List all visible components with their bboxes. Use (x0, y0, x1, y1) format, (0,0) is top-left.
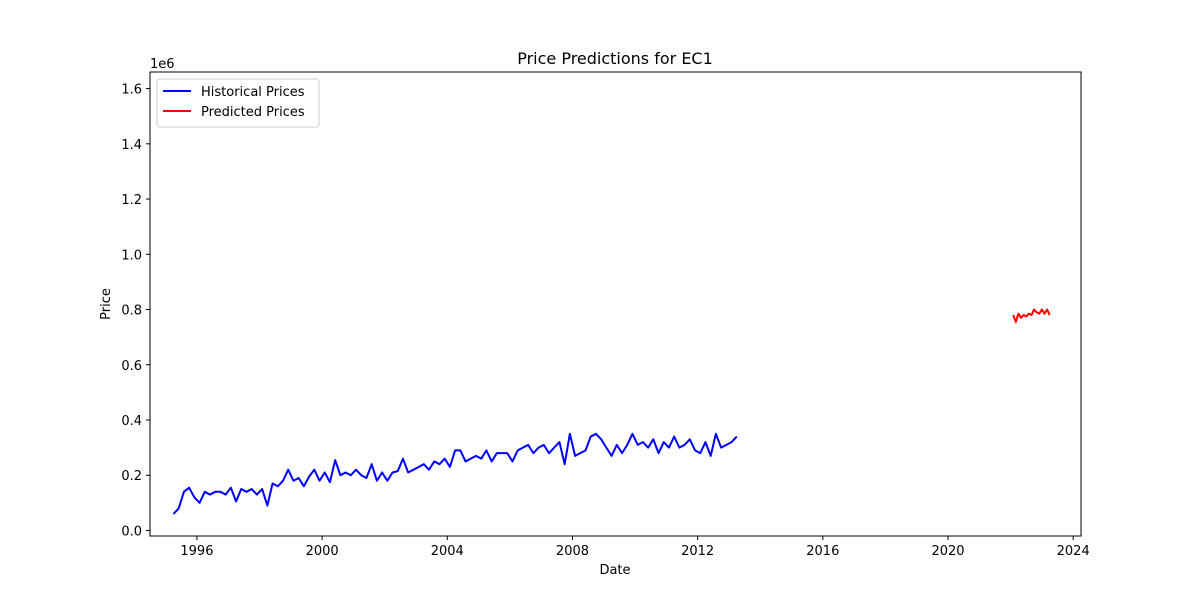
y-tick-label: 0.6 (121, 359, 142, 374)
legend-box (156, 78, 320, 128)
x-tick-label: 1996 (180, 544, 213, 559)
x-tick-label: 2008 (556, 544, 589, 559)
predicted-prices-line (1012, 308, 1051, 323)
x-tick-label: 2012 (681, 544, 714, 559)
y-tick-label: 0.0 (121, 524, 142, 539)
y-axis-ticks: 0.0 0.2 0.4 0.6 0.8 1.0 1.2 1.4 1.6 (121, 83, 150, 539)
x-tick-label: 2024 (1057, 544, 1090, 559)
x-tick-label: 2000 (306, 544, 339, 559)
y-tick-label: 0.2 (121, 469, 142, 484)
y-tick-label: 1.4 (121, 138, 142, 153)
x-axis-ticks: 1996 2000 2004 2008 2012 2016 2020 2024 (180, 536, 1090, 559)
y-scale-label: 1e6 (150, 57, 175, 72)
y-tick-label: 1.2 (121, 193, 142, 208)
x-tick-label: 2004 (431, 544, 464, 559)
x-tick-label: 2016 (806, 544, 839, 559)
chart-title: Price Predictions for EC1 (517, 49, 713, 68)
y-tick-label: 0.8 (121, 304, 142, 319)
y-axis-label: Price (99, 288, 114, 320)
y-tick-label: 1.6 (121, 83, 142, 98)
y-tick-label: 0.4 (121, 414, 142, 429)
x-axis-label: Date (599, 563, 630, 578)
legend-historical-label: Historical Prices (201, 85, 305, 100)
y-tick-label: 1.0 (121, 248, 142, 263)
plot-frame (149, 71, 1082, 537)
legend: Historical Prices Predicted Prices (156, 78, 320, 128)
x-tick-label: 2020 (931, 544, 964, 559)
series-layer (172, 308, 1051, 515)
historical-prices-line (172, 432, 738, 515)
legend-predicted-label: Predicted Prices (201, 105, 305, 120)
